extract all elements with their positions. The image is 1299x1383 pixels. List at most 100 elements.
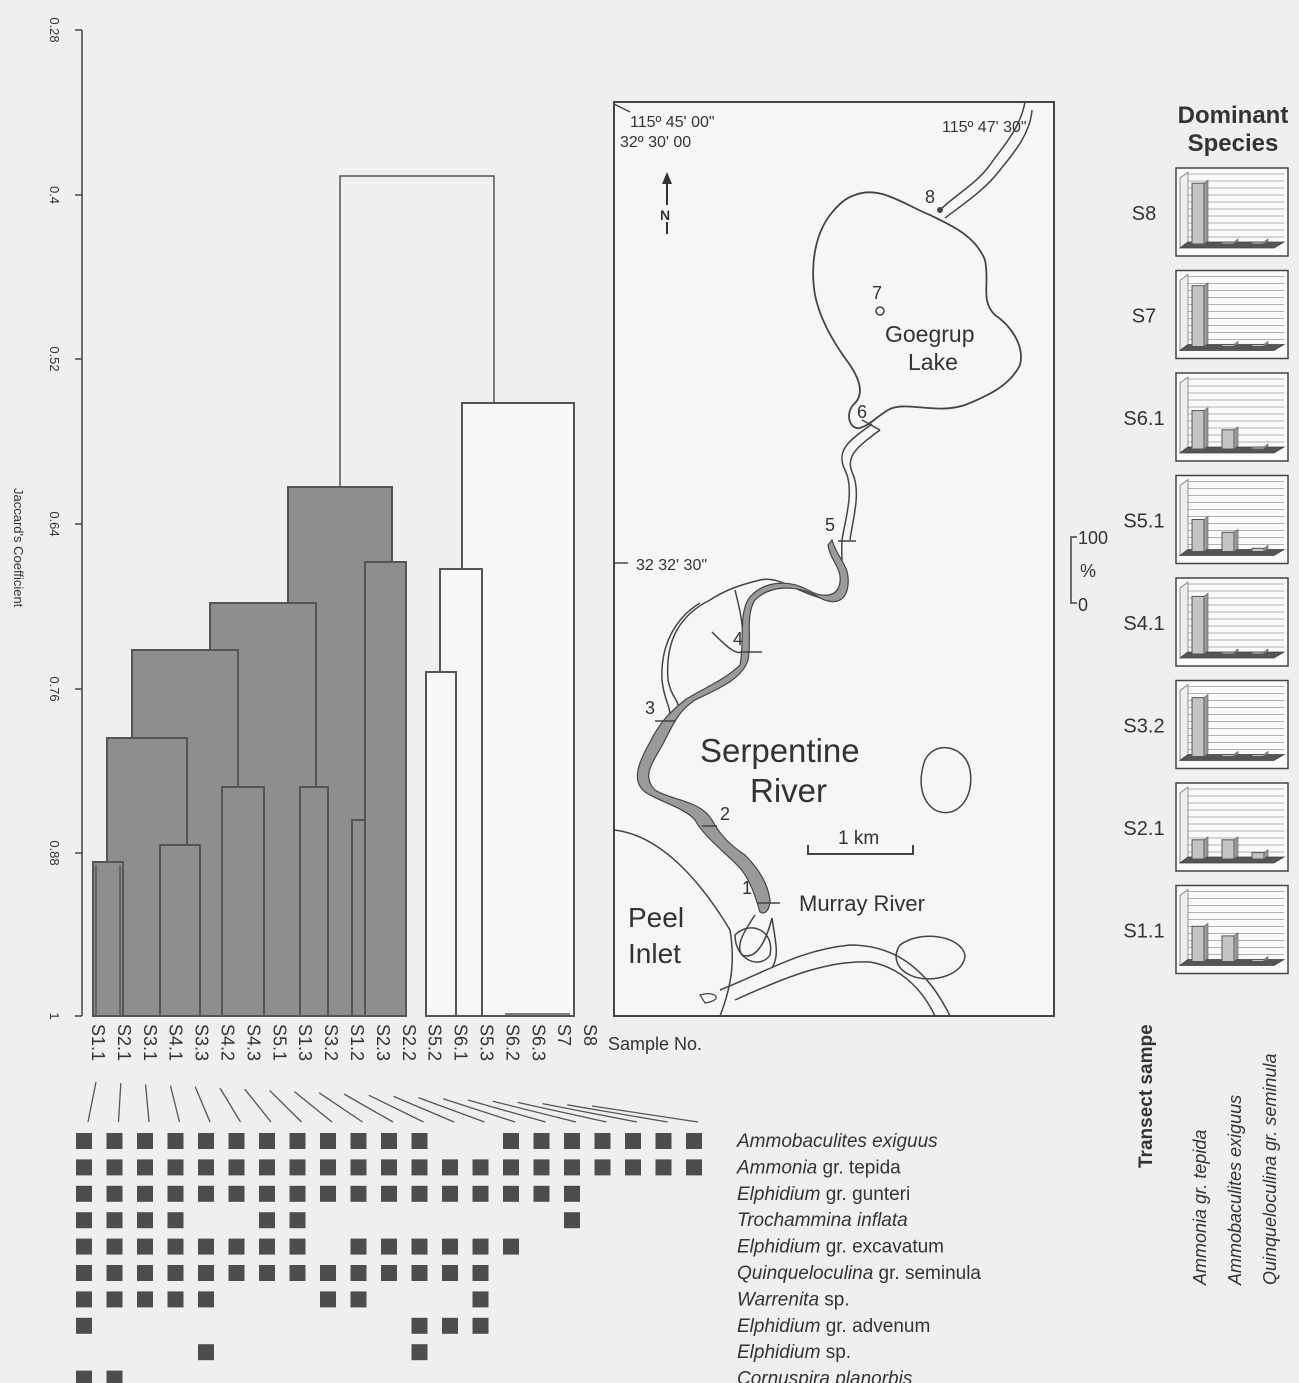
presence-square	[625, 1159, 641, 1175]
species-axis-label: Quinqueloculina gr. seminula	[1260, 1054, 1280, 1285]
species-genus: Quinqueloculina	[737, 1263, 873, 1284]
axis-tick-label: 0.64	[47, 511, 62, 536]
presence-square	[564, 1159, 580, 1175]
species-bar-side	[1204, 593, 1208, 654]
presence-square	[259, 1212, 275, 1228]
presence-square	[229, 1265, 245, 1281]
cluster-box	[222, 787, 264, 1016]
species-bar	[1222, 840, 1234, 859]
sample-label: S6.3	[528, 1024, 548, 1061]
connector-line	[88, 1082, 96, 1122]
species-bar-side	[1204, 923, 1208, 961]
station-label: 2	[720, 804, 730, 824]
presence-square	[442, 1159, 458, 1175]
presence-square	[76, 1265, 92, 1281]
presence-square	[137, 1212, 153, 1228]
dendrogram: 0.280.40.520.640.760.881 Jaccard's Coeff…	[11, 17, 702, 1122]
species-label: Quinqueloculina gr. seminula	[737, 1263, 981, 1284]
presence-square	[290, 1186, 306, 1202]
presence-square	[107, 1133, 123, 1149]
presence-square	[381, 1186, 397, 1202]
presence-square	[351, 1159, 367, 1175]
species-label: Elphidium sp.	[737, 1342, 851, 1363]
station-label: 7	[872, 283, 882, 303]
presence-square	[473, 1159, 489, 1175]
species-genus: Warrenita	[737, 1289, 819, 1310]
species-bar-side	[1234, 529, 1238, 551]
presence-square	[107, 1186, 123, 1202]
peel-inlet-label: Peel	[628, 902, 684, 933]
percent-scale-bottom: 0	[1078, 595, 1088, 615]
presence-square	[198, 1133, 214, 1149]
presence-square	[351, 1239, 367, 1255]
species-bar	[1222, 936, 1234, 962]
sample-label: S5.1	[269, 1024, 289, 1061]
species-bar-side	[1204, 517, 1208, 552]
species-bar	[1252, 960, 1264, 962]
presence-square	[656, 1159, 672, 1175]
presence-square	[198, 1159, 214, 1175]
presence-square	[168, 1239, 184, 1255]
presence-square	[412, 1186, 428, 1202]
panel-label: S7	[1132, 306, 1156, 328]
panel-wall	[1180, 480, 1188, 556]
panel-wall	[1180, 377, 1188, 453]
sample-label: S5.3	[477, 1024, 497, 1061]
dominant-panel	[1176, 271, 1288, 359]
presence-square	[412, 1159, 428, 1175]
presence-square	[137, 1186, 153, 1202]
sample-label: S4.2	[218, 1024, 238, 1061]
presence-square	[442, 1186, 458, 1202]
presence-square	[625, 1133, 641, 1149]
species-genus: Ammobaculites exiguus	[736, 1131, 938, 1152]
sample-label: S1.2	[347, 1024, 367, 1061]
species-bar	[1222, 755, 1234, 757]
presence-square	[473, 1186, 489, 1202]
percent-scale-unit: %	[1080, 561, 1096, 581]
connector-line	[195, 1087, 210, 1122]
sample-label: S8	[580, 1024, 600, 1046]
station-label: 1	[742, 878, 752, 898]
axis-tick-label: 0.52	[47, 346, 62, 371]
presence-square	[534, 1159, 550, 1175]
presence-square	[351, 1186, 367, 1202]
presence-square	[259, 1159, 275, 1175]
species-genus: Ammonia	[736, 1157, 817, 1178]
panel-label: S3.2	[1123, 716, 1164, 738]
species-bar	[1192, 286, 1204, 347]
species-suffix: sp.	[819, 1289, 850, 1310]
presence-square	[259, 1133, 275, 1149]
presence-square	[320, 1186, 336, 1202]
presence-square	[290, 1212, 306, 1228]
presence-square	[137, 1159, 153, 1175]
species-bar	[1252, 853, 1264, 859]
panel-label: S6.1	[1123, 408, 1164, 430]
dominant-title: Dominant	[1178, 102, 1289, 129]
presence-square	[107, 1239, 123, 1255]
presence-square	[534, 1133, 550, 1149]
species-bar	[1192, 840, 1204, 859]
presence-square	[595, 1159, 611, 1175]
presence-square	[107, 1159, 123, 1175]
connector-line	[245, 1089, 271, 1122]
presence-square	[412, 1133, 428, 1149]
species-label: Elphidium gr. gunteri	[737, 1184, 910, 1205]
dominant-panel	[1176, 681, 1288, 769]
river-label: Serpentine	[700, 732, 860, 769]
presence-square	[198, 1344, 214, 1360]
station-label: 3	[645, 698, 655, 718]
panel-wall	[1180, 582, 1188, 658]
presence-square	[290, 1159, 306, 1175]
presence-square	[534, 1186, 550, 1202]
presence-square	[107, 1371, 123, 1383]
dominant-panel	[1176, 783, 1288, 871]
panel-label: S1.1	[1123, 921, 1164, 943]
presence-square	[473, 1265, 489, 1281]
cluster-box	[365, 562, 406, 1016]
presence-square	[503, 1186, 519, 1202]
connector-line	[592, 1106, 698, 1122]
species-bar	[1192, 183, 1204, 244]
presence-square	[656, 1133, 672, 1149]
presence-square	[107, 1212, 123, 1228]
presence-square	[107, 1291, 123, 1307]
